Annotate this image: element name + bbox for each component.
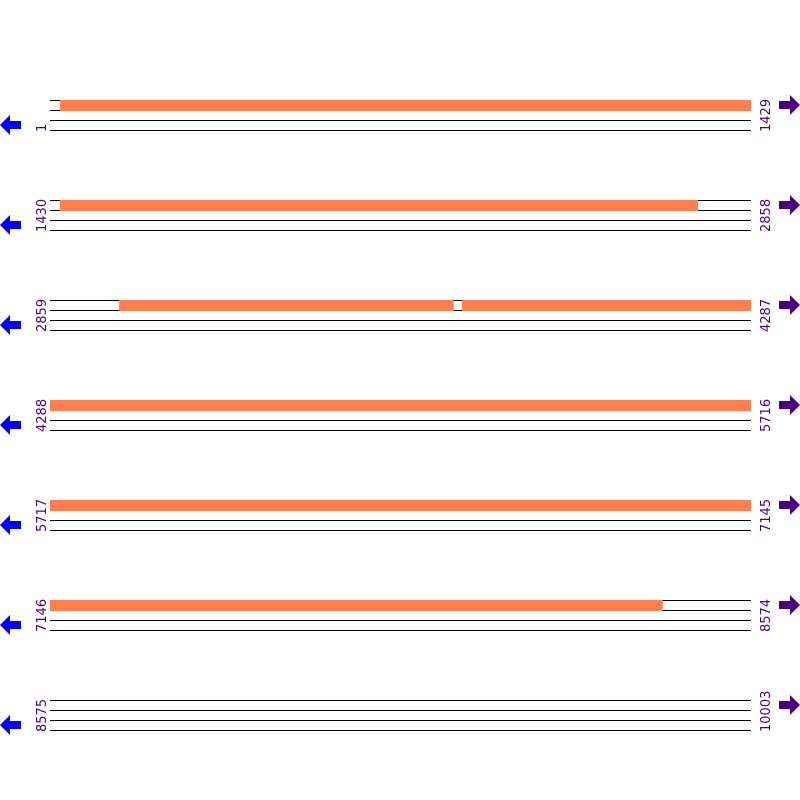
arrow-left-icon[interactable]: [0, 415, 21, 435]
arrow-left-icon[interactable]: [0, 115, 21, 135]
row-start-label: 5717: [35, 499, 50, 532]
feature-bar[interactable]: [50, 500, 751, 511]
feature-bar[interactable]: [59, 200, 699, 211]
arrow-left-icon[interactable]: [0, 615, 21, 635]
sequence-row: 2859 4287: [0, 295, 800, 335]
sequence-row: 5717 7145: [0, 495, 800, 535]
arrow-right-icon[interactable]: [779, 695, 800, 715]
arrow-right-icon[interactable]: [779, 595, 800, 615]
row-start-label: 8575: [35, 699, 50, 732]
arrow-right-icon[interactable]: [779, 95, 800, 115]
row-start-label: 4288: [35, 399, 50, 432]
row-end-label: 4287: [759, 299, 774, 332]
sequence-row: 1 1429: [0, 95, 800, 135]
feature-bar[interactable]: [59, 100, 752, 111]
row-end-label: 5716: [759, 399, 774, 432]
sequence-row: 7146 8574: [0, 595, 800, 635]
row-start-label: 2859: [35, 299, 50, 332]
feature-bar[interactable]: [50, 600, 663, 611]
sequence-row: 4288 5716: [0, 395, 800, 435]
row-end-label: 10003: [759, 691, 774, 732]
feature-bar[interactable]: [50, 400, 751, 411]
row-start-label: 1: [35, 124, 50, 132]
feature-bar[interactable]: [462, 300, 751, 311]
row-start-label: 7146: [35, 599, 50, 632]
arrow-right-icon[interactable]: [779, 395, 800, 415]
arrow-right-icon[interactable]: [779, 295, 800, 315]
sequence-row: 8575 10003: [0, 691, 800, 735]
row-end-label: 1429: [759, 99, 774, 132]
sequence-row: 1430 2858: [0, 195, 800, 235]
arrow-right-icon[interactable]: [779, 195, 800, 215]
arrow-left-icon[interactable]: [0, 515, 21, 535]
row-end-label: 8574: [759, 599, 774, 632]
arrow-left-icon[interactable]: [0, 215, 21, 235]
row-start-label: 1430: [35, 199, 50, 232]
arrow-right-icon[interactable]: [779, 495, 800, 515]
arrow-left-icon[interactable]: [0, 315, 21, 335]
row-end-label: 7145: [759, 499, 774, 532]
arrow-left-icon[interactable]: [0, 715, 21, 735]
row-end-label: 2858: [759, 199, 774, 232]
feature-bar[interactable]: [119, 300, 454, 311]
